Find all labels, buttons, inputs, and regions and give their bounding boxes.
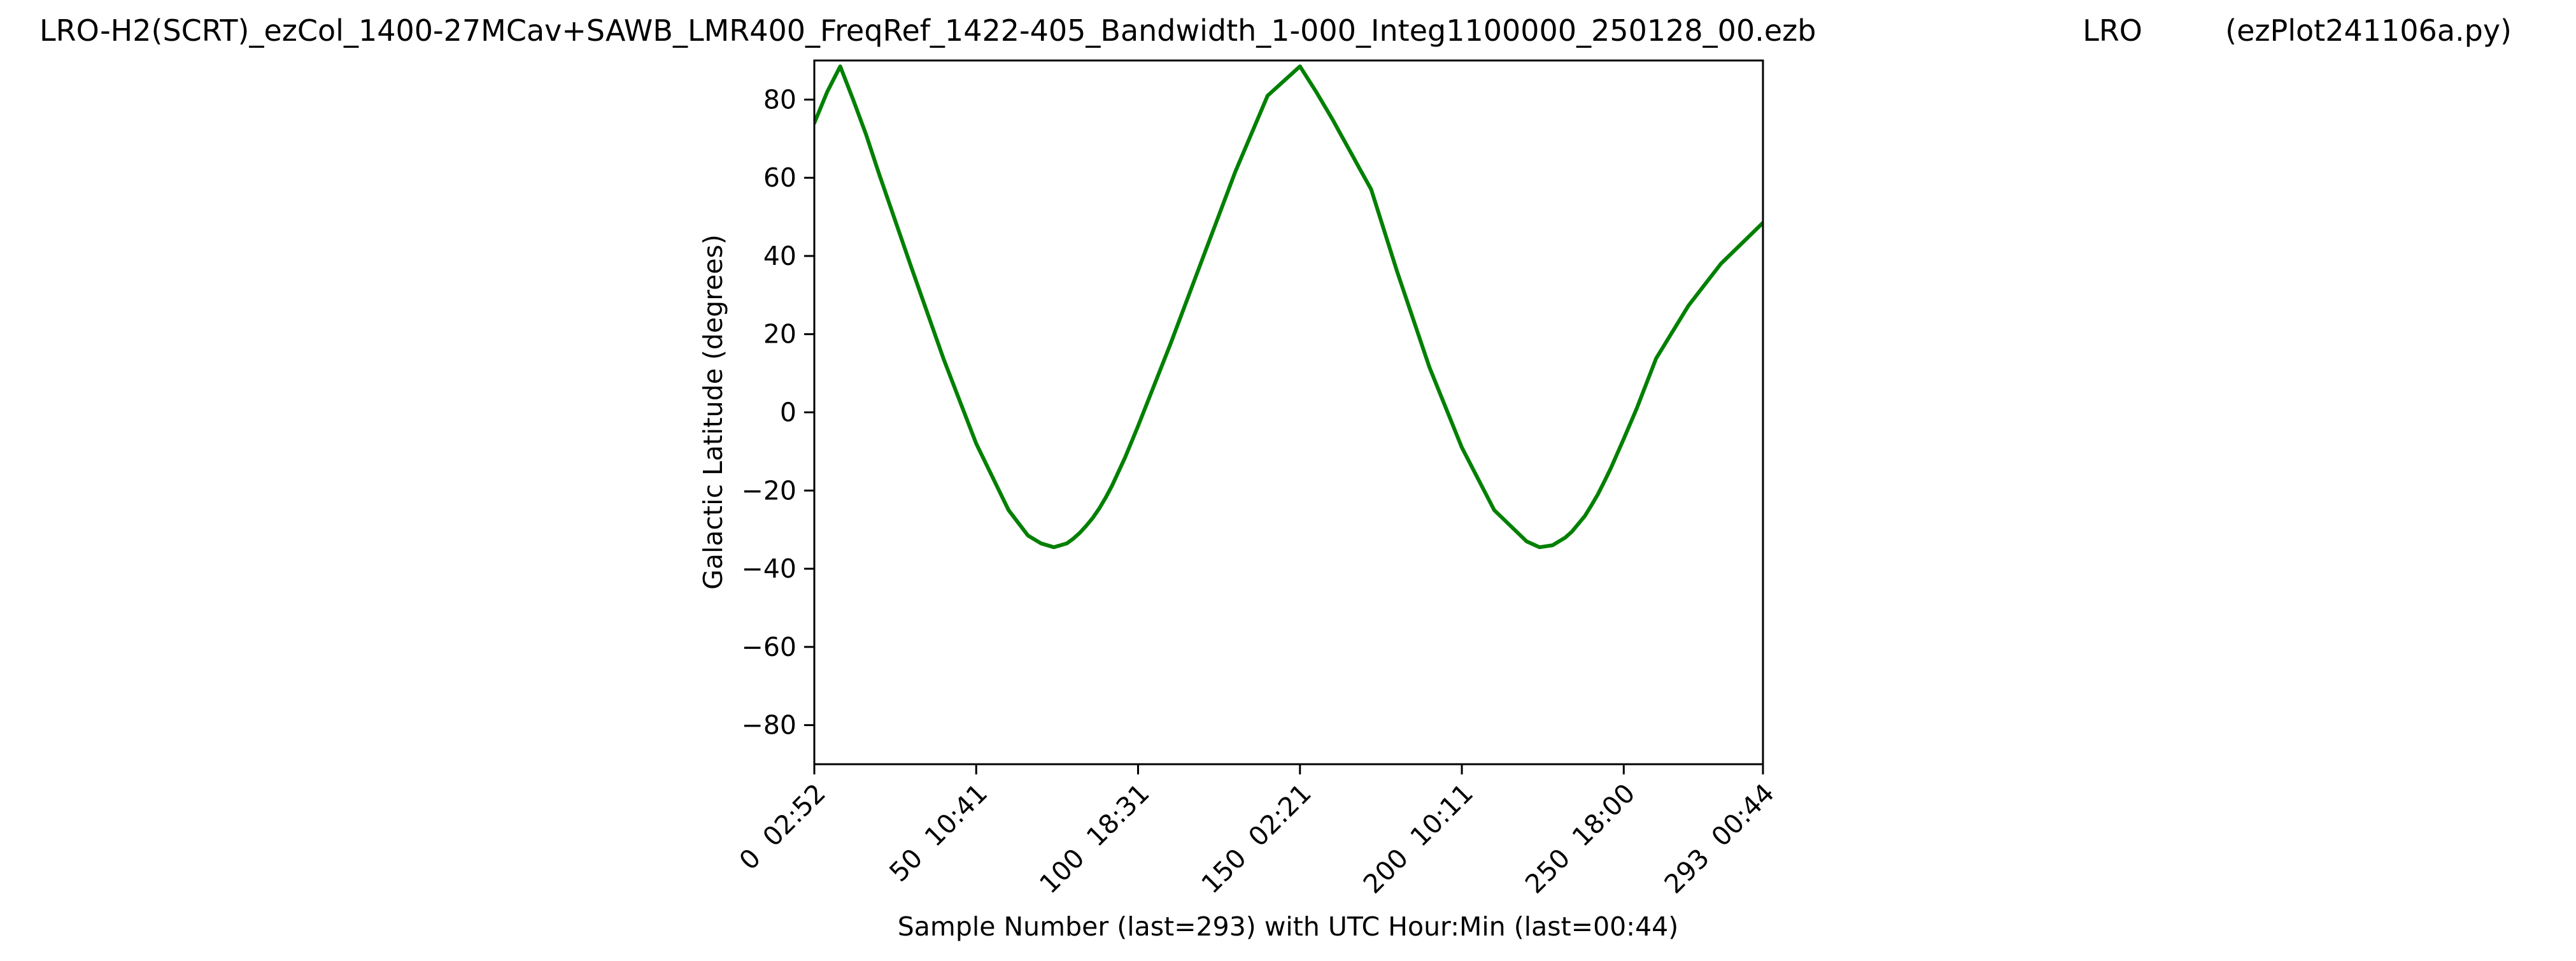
title-filename: LRO-H2(SCRT)_ezCol_1400-27MCav+SAWB_LMR4… <box>39 13 1816 48</box>
y-tick-label: 0 <box>780 397 796 428</box>
y-tick-label: 60 <box>763 162 796 193</box>
y-tick-label: −40 <box>741 553 796 584</box>
y-tick-label: 20 <box>763 319 796 350</box>
y-axis-label: Galactic Latitude (degrees) <box>698 234 728 590</box>
x-axis-label: Sample Number (last=293) with UTC Hour:M… <box>898 911 1679 942</box>
y-tick-label: −60 <box>741 632 796 662</box>
y-tick-label: 80 <box>763 84 796 115</box>
series-line-galactic-latitude <box>814 64 1763 550</box>
title-script: (ezPlot241106a.py) <box>2225 13 2512 48</box>
y-tick-label: −20 <box>741 475 796 506</box>
y-tick-label: −80 <box>741 710 796 741</box>
title-station: LRO <box>2083 13 2142 48</box>
chart-title: LRO-H2(SCRT)_ezCol_1400-27MCav+SAWB_LMR4… <box>39 13 2512 48</box>
y-axis: 80 60 40 20 0 −20 −40 −60 −80 <box>741 84 814 741</box>
y-tick-label: 40 <box>763 241 796 271</box>
plot-area <box>814 64 1763 550</box>
